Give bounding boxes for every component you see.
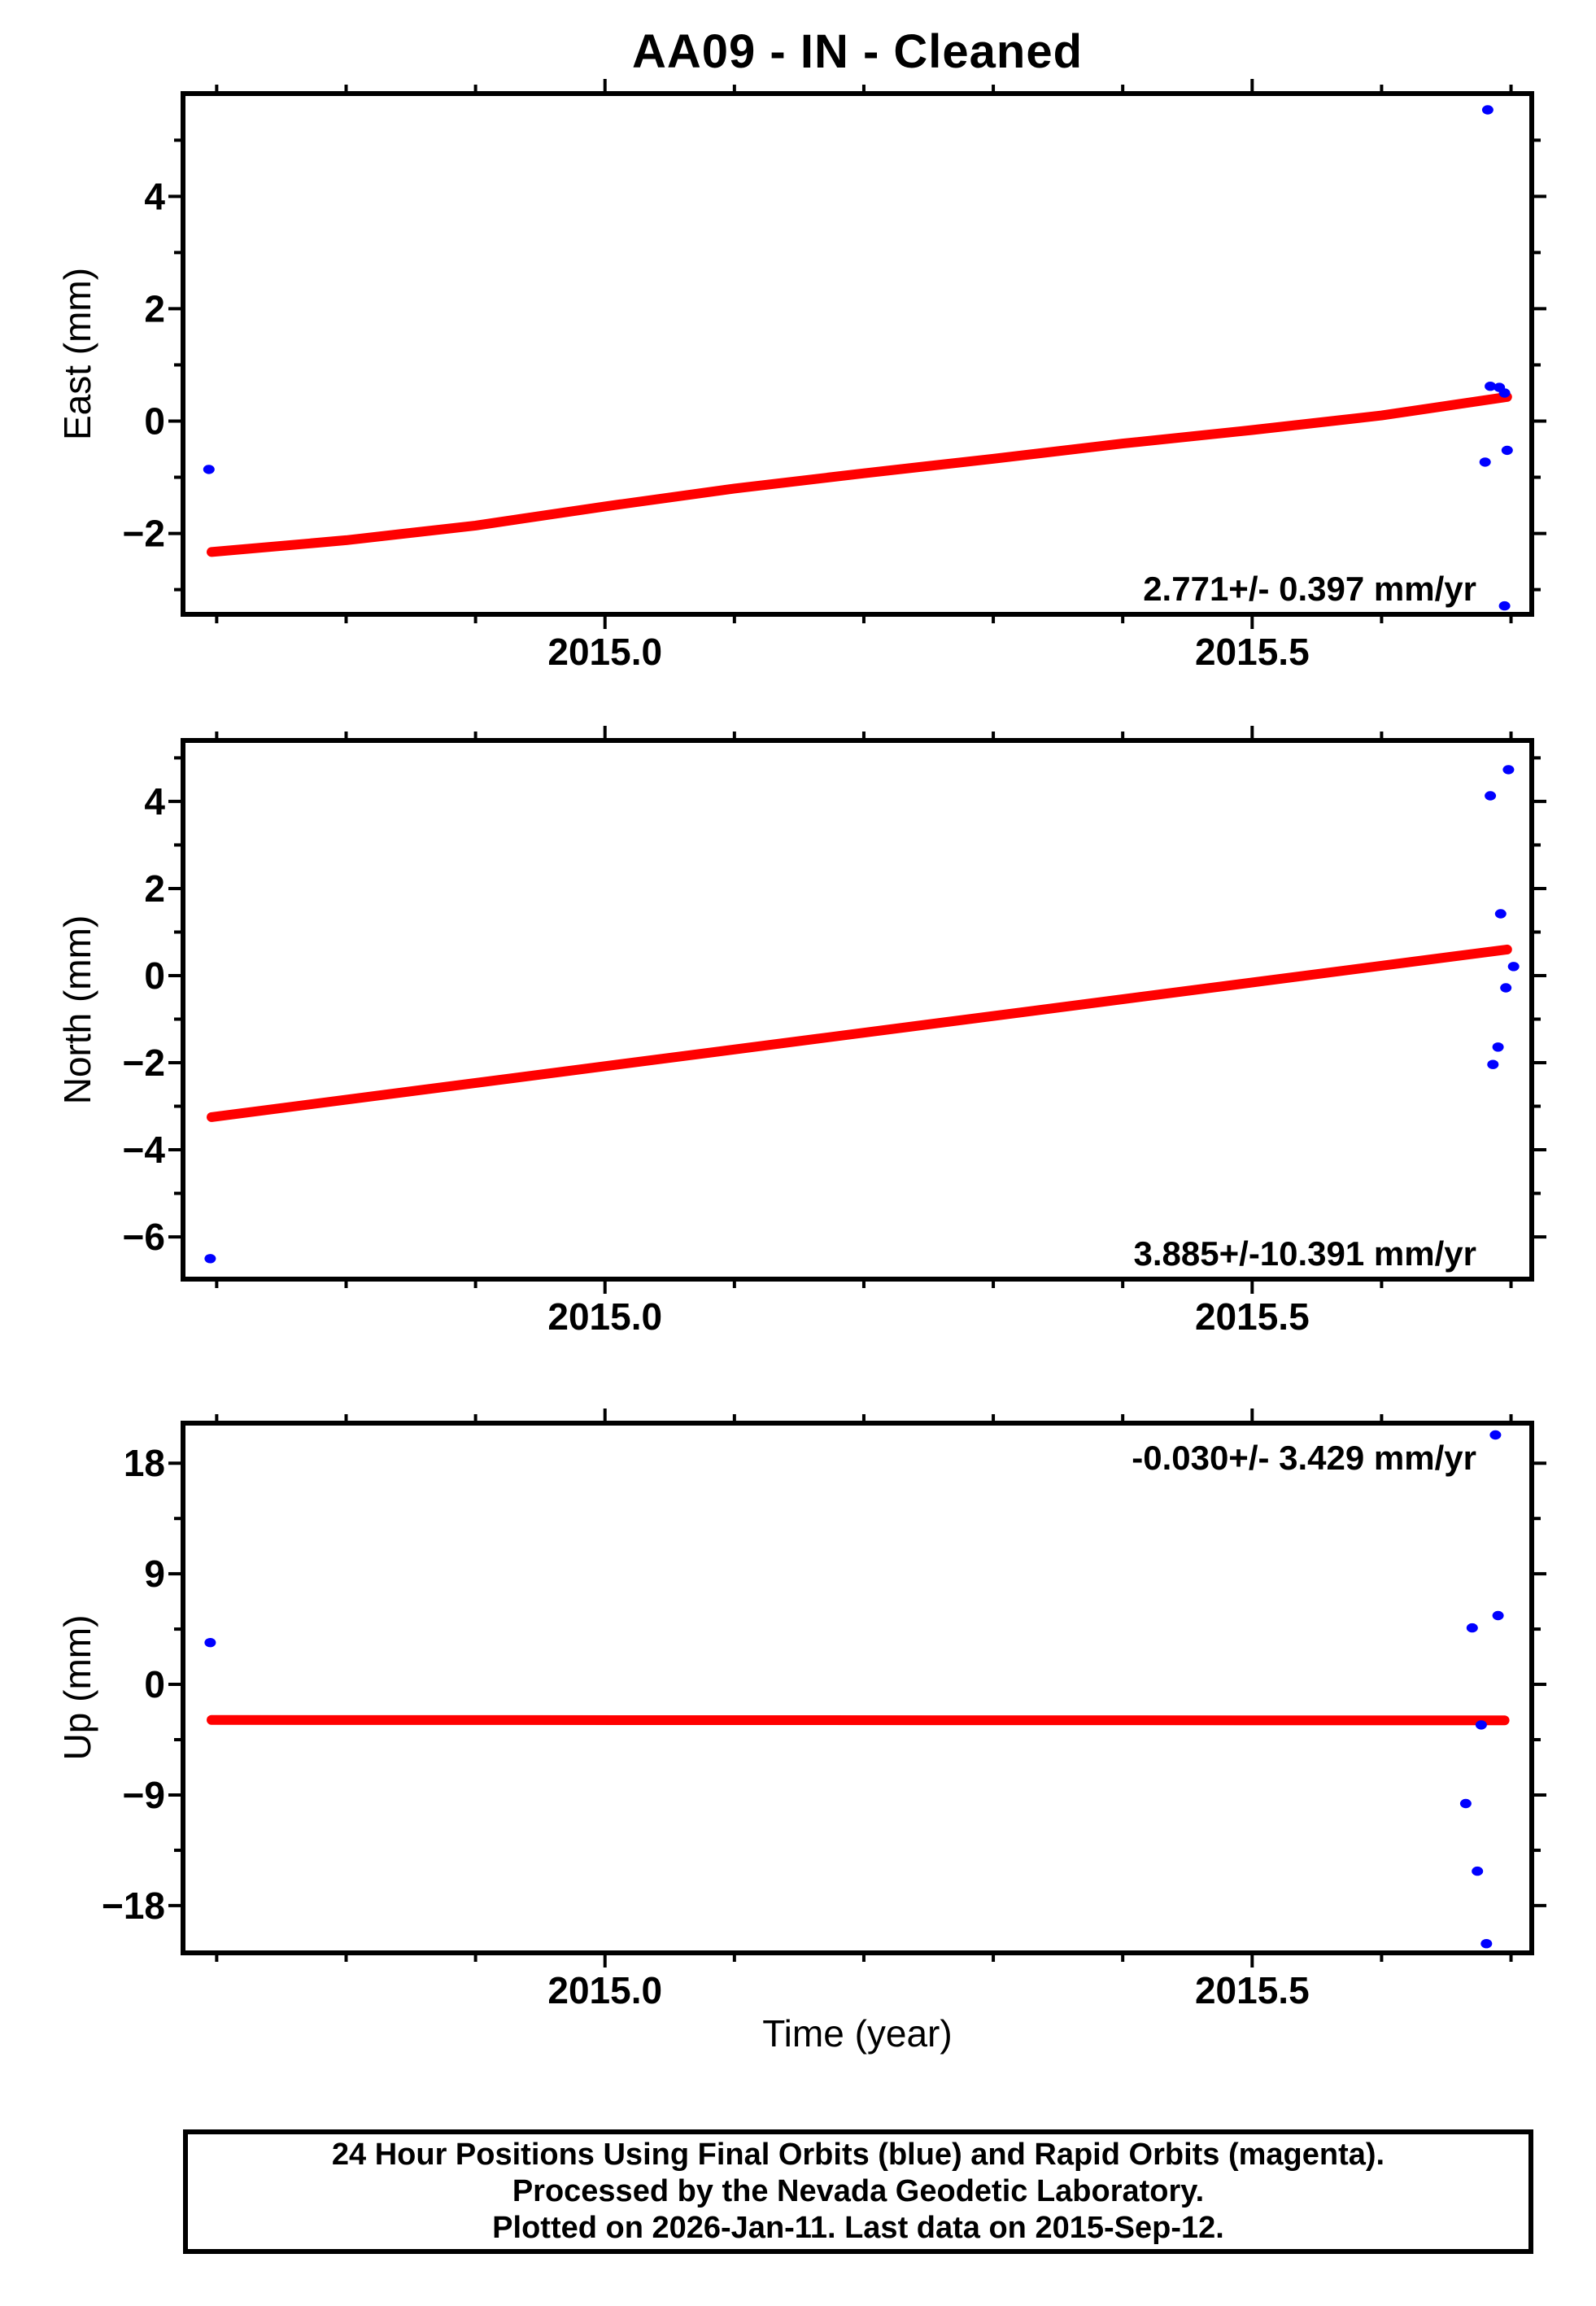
y-tick-label: −6 <box>123 1216 165 1258</box>
panel-frame <box>181 1421 1534 1955</box>
data-point <box>1487 1059 1499 1069</box>
y-tick-label: −18 <box>102 1885 165 1927</box>
data-point <box>1466 1622 1478 1633</box>
x-tick-label: 2015.0 <box>547 1295 662 1338</box>
data-point <box>1481 105 1494 115</box>
east-rate-annotation: 2.771+/- 0.397 mm/yr <box>1143 570 1476 608</box>
data-point <box>203 465 215 474</box>
x-axis-title: Time (year) <box>762 2012 953 2055</box>
data-point <box>1489 1430 1502 1440</box>
x-tick-label: 2015.0 <box>547 1969 662 2011</box>
trend-line <box>207 1714 1510 1726</box>
data-point <box>1485 382 1497 391</box>
trend-line <box>207 944 1512 1122</box>
y-tick-label: 2 <box>144 287 165 330</box>
y-tick-label: 2 <box>144 867 165 910</box>
up-rate-annotation: -0.030+/- 3.429 mm/yr <box>1132 1439 1476 1477</box>
data-point <box>1479 457 1491 467</box>
panel-north: 4 2 0 −2 −4 −6 2015.0 2015.5 <box>123 726 1546 1338</box>
north-rate-annotation: 3.885+/-10.391 mm/yr <box>1133 1234 1476 1273</box>
footer-line-plotted: Plotted on 2026-Jan-11. Last data on 201… <box>492 2211 1224 2245</box>
data-point <box>204 1254 216 1264</box>
y-tick-label: 0 <box>144 400 165 443</box>
y-tick-label: 0 <box>144 954 165 997</box>
data-point <box>1475 1720 1487 1730</box>
north-axis-title: North (mm) <box>56 915 98 1105</box>
data-point <box>1472 1866 1484 1876</box>
panel-frame <box>181 738 1534 1282</box>
data-point <box>1494 909 1507 919</box>
footer-box: 24 Hour Positions Using Final Orbits (bl… <box>183 2129 1533 2254</box>
footer-line-orbits: 24 Hour Positions Using Final Orbits (bl… <box>331 2138 1385 2172</box>
y-tick-label: −2 <box>123 1042 165 1084</box>
chart-title: AA09 - IN - Cleaned <box>632 25 1083 78</box>
y-tick-label: 0 <box>144 1663 165 1705</box>
panel-frame <box>181 91 1534 617</box>
data-point <box>1498 388 1511 398</box>
data-point <box>204 1638 216 1648</box>
trend-line <box>207 391 1512 557</box>
y-tick-label: −2 <box>123 513 165 555</box>
data-point <box>1492 1042 1504 1052</box>
y-tick-label: −4 <box>123 1129 166 1171</box>
y-tick-label: 9 <box>144 1553 165 1595</box>
data-point <box>1501 445 1513 456</box>
up-axis-title: Up (mm) <box>56 1614 98 1761</box>
data-point <box>1480 1939 1493 1949</box>
panel-east: 4 2 0 −2 2015.0 2015.5 <box>123 79 1546 673</box>
x-tick-label: 2015.5 <box>1195 1969 1310 2011</box>
x-tick-label: 2015.5 <box>1195 1295 1310 1338</box>
panel-up: 18 9 0 −9 −18 2015.0 2015.5 <box>102 1408 1546 2011</box>
data-point <box>1485 791 1497 801</box>
data-point <box>1502 765 1515 775</box>
y-tick-label: 4 <box>144 175 165 217</box>
data-point <box>1492 1610 1504 1621</box>
y-tick-label: −9 <box>123 1774 165 1816</box>
x-tick-label: 2015.0 <box>547 631 662 673</box>
east-axis-title: East (mm) <box>56 267 98 441</box>
data-point <box>1507 962 1520 972</box>
y-tick-label: 4 <box>144 780 165 823</box>
x-tick-label: 2015.5 <box>1195 631 1310 673</box>
y-tick-label: 18 <box>124 1442 165 1484</box>
data-point <box>1459 1798 1472 1809</box>
footer-line-processed: Processed by the Nevada Geodetic Laborat… <box>512 2174 1205 2208</box>
data-point <box>1498 601 1511 611</box>
data-point <box>1500 983 1512 993</box>
